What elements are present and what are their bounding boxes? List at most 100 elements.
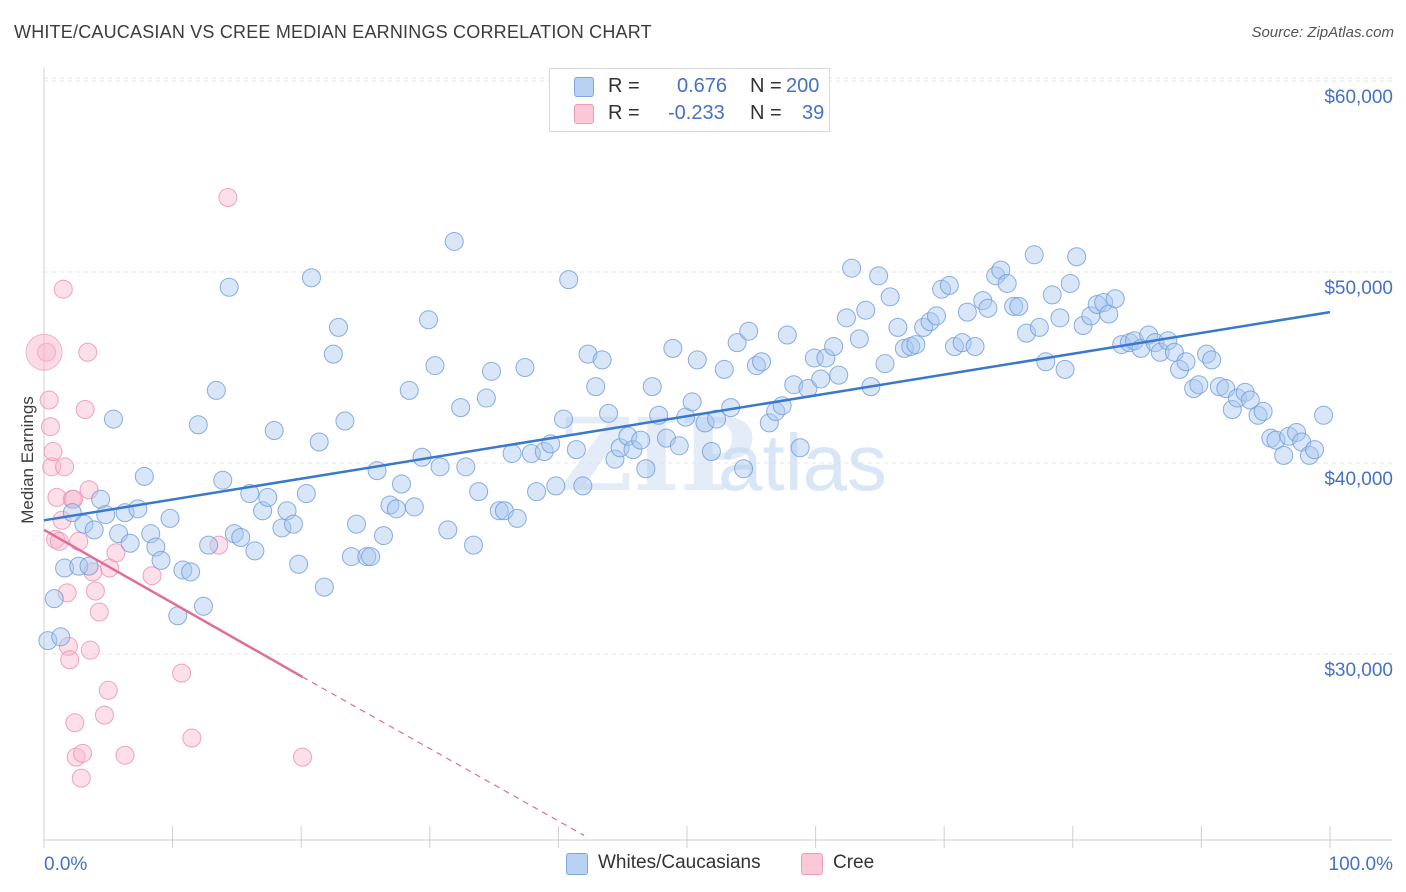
n-label: N =	[750, 75, 782, 97]
white-point	[1067, 247, 1087, 267]
white-point	[482, 361, 502, 381]
white-point	[335, 411, 355, 431]
white-point	[346, 514, 366, 534]
white-point	[476, 388, 496, 408]
white-point	[707, 409, 727, 429]
white-point	[507, 508, 527, 528]
white-point	[128, 499, 148, 519]
white-point	[965, 336, 985, 356]
y-axis-label: Median Earnings	[18, 396, 37, 524]
white-point	[374, 526, 394, 546]
white-point	[701, 442, 721, 462]
white-point	[1050, 308, 1070, 328]
white-point	[875, 354, 895, 374]
white-point	[258, 487, 278, 507]
y-tick-label: $60,000	[1324, 87, 1393, 108]
white-point	[419, 310, 439, 330]
white-point	[1060, 273, 1080, 293]
white-point	[573, 476, 593, 496]
white-point	[599, 403, 619, 423]
white-point	[206, 380, 226, 400]
cree-point	[115, 745, 135, 765]
white-point	[134, 466, 154, 486]
white-point	[341, 547, 361, 567]
white-point	[739, 321, 759, 341]
white-point	[120, 533, 140, 553]
white-point	[1222, 400, 1242, 420]
white-point	[430, 457, 450, 477]
white-point	[527, 482, 547, 502]
y-tick-labels: $30,000 $40,000 $50,000 $60,000	[1324, 87, 1393, 681]
watermark: ZIP atlas	[560, 396, 887, 514]
cree-point	[60, 650, 80, 670]
white-point	[869, 266, 889, 286]
white-point	[1253, 401, 1273, 421]
white-point	[1266, 430, 1286, 450]
white-point	[978, 298, 998, 318]
cree-point	[106, 543, 126, 563]
white-point	[687, 350, 707, 370]
white-point	[1287, 422, 1307, 442]
cree-point	[94, 705, 114, 725]
white-point	[894, 338, 914, 358]
white-point	[888, 317, 908, 337]
white-point	[213, 470, 233, 490]
chart-title: WHITE/CAUCASIAN VS CREE MEDIAN EARNINGS …	[14, 22, 652, 42]
white-point	[777, 325, 797, 345]
cree-points	[25, 188, 312, 788]
white-point	[1150, 342, 1170, 362]
white-point	[669, 436, 689, 456]
white-point	[323, 344, 343, 364]
white-point	[296, 484, 316, 504]
cree-point	[43, 442, 63, 462]
white-point	[734, 459, 754, 479]
white-point	[231, 527, 251, 547]
x-tick-label-max: 100.0%	[1329, 854, 1394, 875]
r-label: R =	[608, 102, 640, 124]
white-point	[314, 577, 334, 597]
white-point	[309, 432, 329, 452]
cree-point	[53, 279, 73, 299]
cree-point	[85, 581, 105, 601]
white-point	[816, 348, 836, 368]
white-point	[842, 258, 862, 278]
white-point	[546, 476, 566, 496]
white-point	[160, 508, 180, 528]
white-point	[328, 317, 348, 337]
white-point	[51, 627, 71, 647]
cree-point	[75, 400, 95, 420]
white-point	[1017, 323, 1037, 343]
white-point	[1299, 445, 1319, 465]
cree-point	[69, 531, 89, 551]
cree-point	[71, 768, 91, 788]
white-point	[986, 266, 1006, 286]
cree-swatch	[574, 104, 594, 124]
whites-legend-label: Whites/Caucasians	[598, 852, 761, 873]
y-tick-label: $50,000	[1324, 278, 1393, 299]
stats-legend: R = 0.676 N = 200 R = -0.233 N = 39	[549, 68, 830, 132]
white-point	[151, 550, 171, 570]
y-tick-label: $40,000	[1324, 469, 1393, 490]
white-point	[784, 375, 804, 395]
r-value-cree: -0.233	[668, 102, 725, 124]
cree-point	[98, 680, 118, 700]
white-point	[534, 442, 554, 462]
white-point	[939, 275, 959, 295]
cree-point	[57, 583, 77, 603]
white-point	[997, 273, 1017, 293]
white-point	[1305, 440, 1325, 460]
white-point	[926, 306, 946, 326]
white-point	[289, 554, 309, 574]
white-point	[188, 415, 208, 435]
white-point	[1105, 289, 1125, 309]
cree-point	[65, 713, 85, 733]
white-point	[489, 501, 509, 521]
white-point	[586, 377, 606, 397]
white-point	[464, 535, 484, 555]
white-point	[592, 350, 612, 370]
n-label: N =	[750, 102, 782, 124]
white-point	[1029, 317, 1049, 337]
white-point	[1189, 375, 1209, 395]
white-points	[38, 231, 1334, 651]
white-point	[636, 459, 656, 479]
